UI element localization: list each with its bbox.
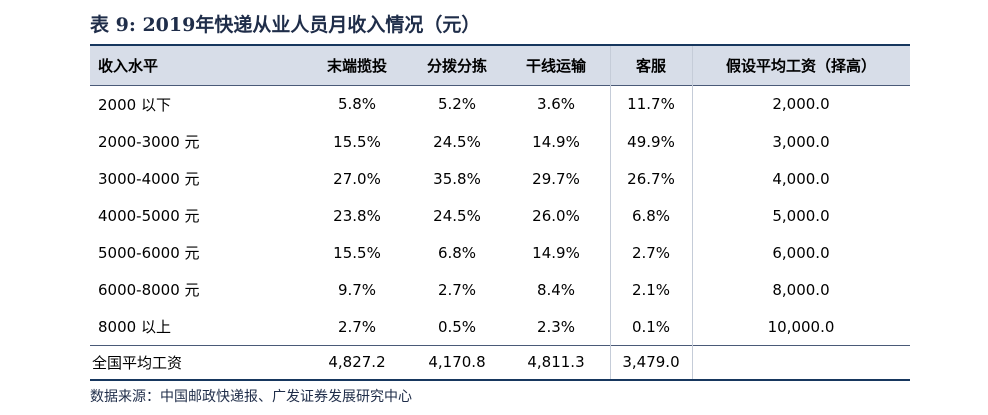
cell-last-mile: 23.8% [333,206,381,225]
cell-trunk-transport: 29.7% [532,169,580,188]
cell-customer-service: 2.7% [631,243,671,262]
cell-sorting: 24.5% [433,206,481,225]
cell-last-mile: 15.5% [333,243,381,262]
header-income-level: 收入水平 [98,57,159,75]
header-assumed-wage: 假设平均工资（择高） [725,57,876,75]
summary-row: 全国平均工资 4,827.2 4,170.8 4,811.3 3,479.0 [90,345,910,379]
table-row: 2000 以下 5.8% 5.2% 3.6% 11.7% 2,000.0 [90,85,910,123]
header-last-mile: 末端揽投 [326,57,387,75]
cell-income-level: 5000-6000 元 [98,244,200,262]
table-row: 6000-8000 元 9.7% 2.7% 8.4% 2.1% 8,000.0 [90,271,910,308]
column-divider [610,46,611,379]
table-row: 3000-4000 元 27.0% 35.8% 29.7% 26.7% 4,000.0 [90,160,910,197]
cell-customer-service: 0.1% [631,317,671,336]
table-row: 5000-6000 元 15.5% 6.8% 14.9% 2.7% 6,000.0 [90,234,910,271]
cell-sorting: 24.5% [433,132,481,151]
cell-trunk-transport: 26.0% [532,206,580,225]
cell-assumed-wage: 4,000.0 [772,169,830,188]
cell-last-mile: 9.7% [337,280,377,299]
table-row: 8000 以上 2.7% 0.5% 2.3% 0.1% 10,000.0 [90,308,910,345]
table-title: 表 9: 2019年快递从业人员月收入情况（元） [90,14,481,36]
cell-last-mile: 27.0% [333,169,381,188]
cell-sorting: 5.2% [437,95,477,113]
cell-assumed-wage: 6,000.0 [772,243,830,262]
cell-customer-service: 6.8% [631,206,671,225]
income-table: 收入水平 末端揽投 分拨分拣 干线运输 客服 假设平均工资（择高） 2000 以… [90,46,910,379]
cell-last-mile: 15.5% [333,132,381,151]
cell-income-level: 3000-4000 元 [98,170,200,188]
cell-trunk-transport: 14.9% [532,132,580,151]
cell-trunk-transport: 3.6% [536,95,576,113]
cell-customer-service: 49.9% [627,132,675,151]
table-row: 2000-3000 元 15.5% 24.5% 14.9% 49.9% 3,000.0 [90,123,910,160]
cell-income-level: 6000-8000 元 [98,281,200,299]
cell-sorting: 0.5% [437,317,477,336]
cell-sorting: 4,170.8 [428,353,486,371]
cell-assumed-wage: 5,000.0 [772,206,830,225]
source-note: 数据来源：中国邮政快递报、广发证券发展研究中心 [90,389,412,405]
cell-sorting: 6.8% [437,243,477,262]
header-sorting: 分拨分拣 [426,57,487,75]
cell-customer-service: 26.7% [627,169,675,188]
cell-income-level: 2000 以下 [98,95,171,114]
cell-sorting: 2.7% [437,280,477,299]
cell-trunk-transport: 2.3% [536,317,576,336]
header-customer-service: 客服 [635,57,666,75]
top-rule [90,44,910,46]
cell-income-level: 全国平均工资 [92,353,183,372]
header-band [90,46,910,85]
cell-income-level: 8000 以上 [98,318,171,336]
cell-customer-service: 3,479.0 [622,353,680,371]
cell-sorting: 35.8% [433,169,481,188]
cell-assumed-wage: 2,000.0 [772,95,830,113]
cell-trunk-transport: 8.4% [536,280,576,299]
cell-last-mile: 2.7% [337,317,377,336]
cell-last-mile: 5.8% [337,95,377,113]
cell-customer-service: 2.1% [631,280,671,299]
cell-assumed-wage: 3,000.0 [772,132,830,151]
table-row: 4000-5000 元 23.8% 24.5% 26.0% 6.8% 5,000.0 [90,197,910,234]
column-divider [692,46,693,379]
bottom-rule [90,379,910,381]
header-row: 收入水平 末端揽投 分拨分拣 干线运输 客服 假设平均工资（择高） [90,46,910,85]
cell-trunk-transport: 4,811.3 [527,353,585,371]
cell-income-level: 2000-3000 元 [98,133,200,151]
header-rule [90,85,910,86]
cell-assumed-wage: 8,000.0 [772,280,830,299]
cell-last-mile: 4,827.2 [328,353,386,371]
cell-assumed-wage: 10,000.0 [767,317,835,336]
cell-income-level: 4000-5000 元 [98,207,200,225]
cell-assumed-wage [692,345,910,379]
cell-customer-service: 11.7% [627,95,675,113]
cell-trunk-transport: 14.9% [532,243,580,262]
header-trunk-transport: 干线运输 [525,57,586,75]
summary-rule [90,345,910,346]
